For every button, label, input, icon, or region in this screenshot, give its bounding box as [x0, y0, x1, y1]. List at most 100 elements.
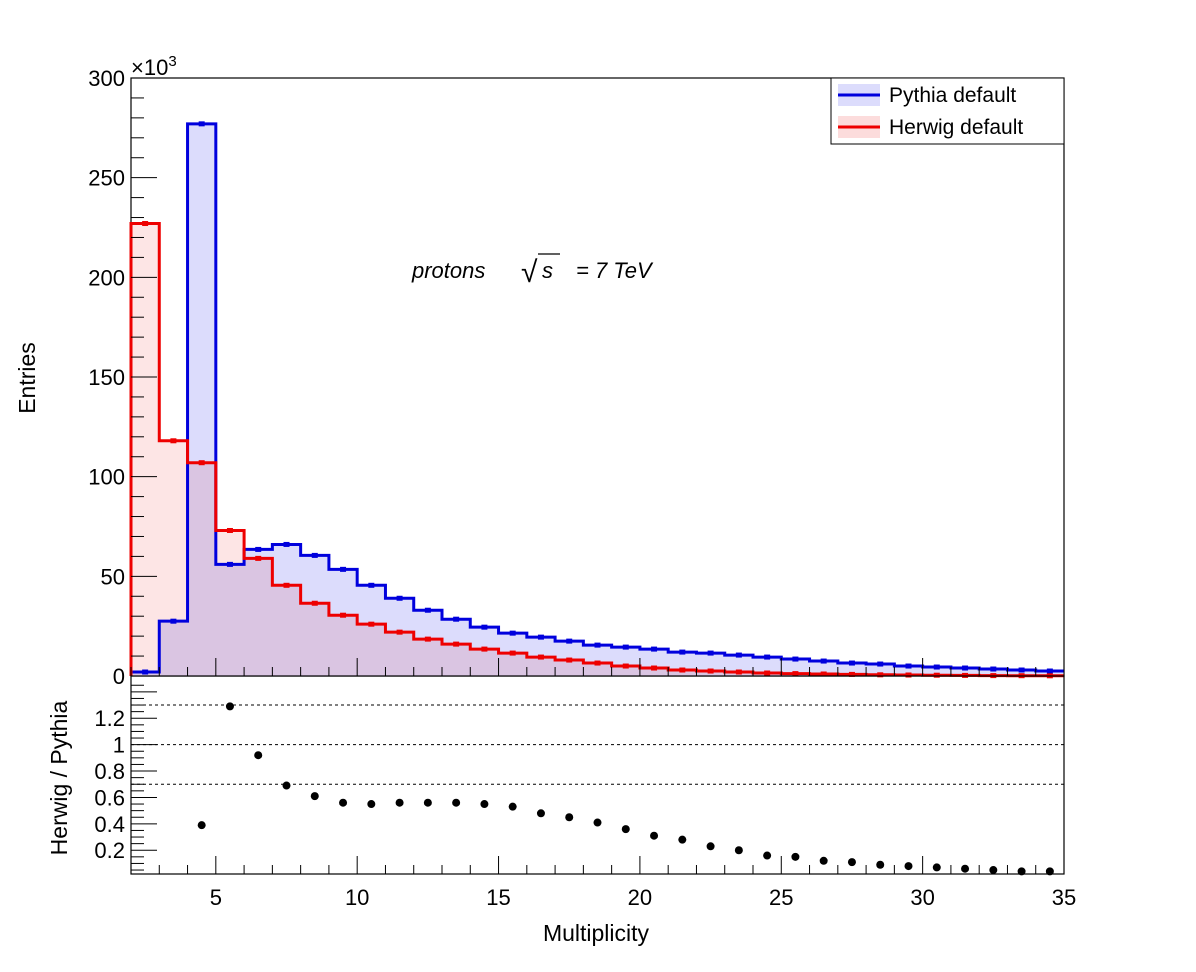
bin-marker-pythia: [622, 644, 629, 650]
bin-marker-herwig: [396, 629, 403, 635]
legend: Pythia default Herwig default: [830, 77, 1065, 145]
ratio-point: [961, 864, 970, 873]
bin-marker-herwig: [142, 221, 149, 227]
bin-marker-pythia: [877, 661, 884, 667]
bin-marker-pythia: [905, 663, 912, 669]
bin-marker-herwig: [424, 636, 431, 642]
top-y-tick-label: 100: [88, 465, 125, 490]
ratio-point: [536, 809, 545, 818]
y-axis-multiplier: ×103: [131, 53, 177, 80]
bin-marker-herwig: [453, 641, 460, 647]
ratio-point: [508, 802, 517, 811]
ratio-point: [593, 818, 602, 827]
bin-marker-pythia: [962, 665, 969, 671]
bin-marker-herwig: [226, 527, 233, 533]
ratio-point: [989, 866, 998, 875]
bin-marker-herwig: [311, 600, 318, 606]
ratio-point: [876, 860, 885, 869]
bin-marker-herwig: [283, 582, 290, 588]
bin-marker-herwig: [198, 460, 205, 466]
ratio-point: [480, 800, 489, 809]
ratio-point: [452, 798, 461, 807]
bin-marker-pythia: [481, 624, 488, 630]
bin-marker-herwig: [848, 671, 855, 677]
bin-marker-herwig: [820, 671, 827, 677]
legend-label-herwig: Herwig default: [889, 116, 1023, 139]
ratio-point: [1045, 867, 1054, 876]
bin-marker-pythia: [453, 616, 460, 622]
bin-marker-herwig: [537, 654, 544, 660]
ratio-point: [339, 798, 348, 807]
bin-marker-herwig: [707, 668, 714, 674]
bottom-panel: 0.20.40.60.811.2 5 10 15 20 25 30 35 Herwig / …: [46, 675, 1076, 946]
ratio-y-tick-label: 0.4: [94, 812, 125, 837]
bin-marker-herwig: [933, 672, 940, 678]
ratio-point: [706, 842, 715, 851]
ratio-point: [225, 702, 234, 711]
x-tick-label: 20: [628, 885, 652, 910]
ratio-points: [197, 702, 1054, 876]
x-tick-label: 10: [345, 885, 369, 910]
bin-marker-pythia: [990, 666, 997, 672]
ratio-point: [904, 862, 913, 871]
bin-marker-pythia: [933, 664, 940, 670]
bin-marker-pythia: [537, 634, 544, 640]
bin-marker-pythia: [848, 660, 855, 666]
bin-marker-pythia: [792, 656, 799, 662]
ratio-y-tick-label: 0.6: [94, 785, 125, 810]
bin-marker-pythia: [142, 669, 149, 675]
ratio-point: [734, 846, 743, 855]
bin-marker-herwig: [622, 663, 629, 669]
x-tick-label: 15: [486, 885, 510, 910]
ratio-point: [1017, 867, 1026, 876]
bin-marker-herwig: [594, 660, 601, 666]
ratio-point: [621, 825, 630, 834]
bin-marker-pythia: [226, 561, 233, 567]
bin-marker-pythia: [198, 121, 205, 127]
ratio-point: [565, 813, 574, 822]
ratio-point: [310, 792, 319, 801]
top-y-axis: 0 50 100 150 200 250 300: [88, 66, 157, 689]
bin-marker-herwig: [340, 612, 347, 618]
ratio-point: [367, 800, 376, 809]
x-tick-label: 25: [769, 885, 793, 910]
bin-marker-pythia: [566, 638, 573, 644]
bin-marker-pythia: [651, 646, 658, 652]
top-y-tick-label: 250: [88, 166, 125, 191]
energy-annotation: protons √ s = 7 TeV: [411, 253, 654, 289]
bin-marker-pythia: [820, 658, 827, 664]
ratio-point: [932, 863, 941, 872]
ratio-reference-lines: [131, 704, 1064, 785]
bin-marker-herwig: [679, 667, 686, 673]
bin-marker-pythia: [594, 642, 601, 648]
ratio-point: [254, 751, 263, 760]
ratio-y-tick-label: 1.2: [94, 706, 125, 731]
ratio-point: [650, 831, 659, 840]
y-axis-multiplier-exponent: 3: [168, 53, 176, 70]
annotation-sqrt-symbol: √: [521, 256, 538, 289]
bin-marker-herwig: [566, 657, 573, 663]
bin-marker-herwig: [255, 555, 262, 561]
bin-marker-herwig: [905, 672, 912, 678]
top-y-tick-label: 50: [101, 564, 125, 589]
bin-marker-herwig: [481, 646, 488, 652]
bin-marker-herwig: [509, 650, 516, 656]
annotation-protons: protons: [411, 258, 485, 283]
bin-marker-pythia: [424, 607, 431, 613]
bin-marker-pythia: [396, 595, 403, 601]
ratio-point: [847, 858, 856, 867]
legend-label-pythia: Pythia default: [889, 84, 1016, 107]
histogram-line-pythia: [129, 122, 1064, 676]
ratio-y-axis: 0.20.40.60.811.2: [94, 684, 157, 871]
top-y-axis-title: Entries: [14, 342, 40, 414]
ratio-y-tick-label: 1: [113, 733, 125, 758]
ratio-point: [423, 798, 432, 807]
annotation-energy: = 7 TeV: [576, 258, 654, 283]
histogram-fills: [131, 123, 1064, 676]
bin-marker-herwig: [792, 671, 799, 677]
bin-marker-herwig: [651, 665, 658, 671]
top-y-tick-label: 200: [88, 265, 125, 290]
bin-marker-pythia: [1046, 668, 1053, 674]
ratio-point: [763, 851, 772, 860]
